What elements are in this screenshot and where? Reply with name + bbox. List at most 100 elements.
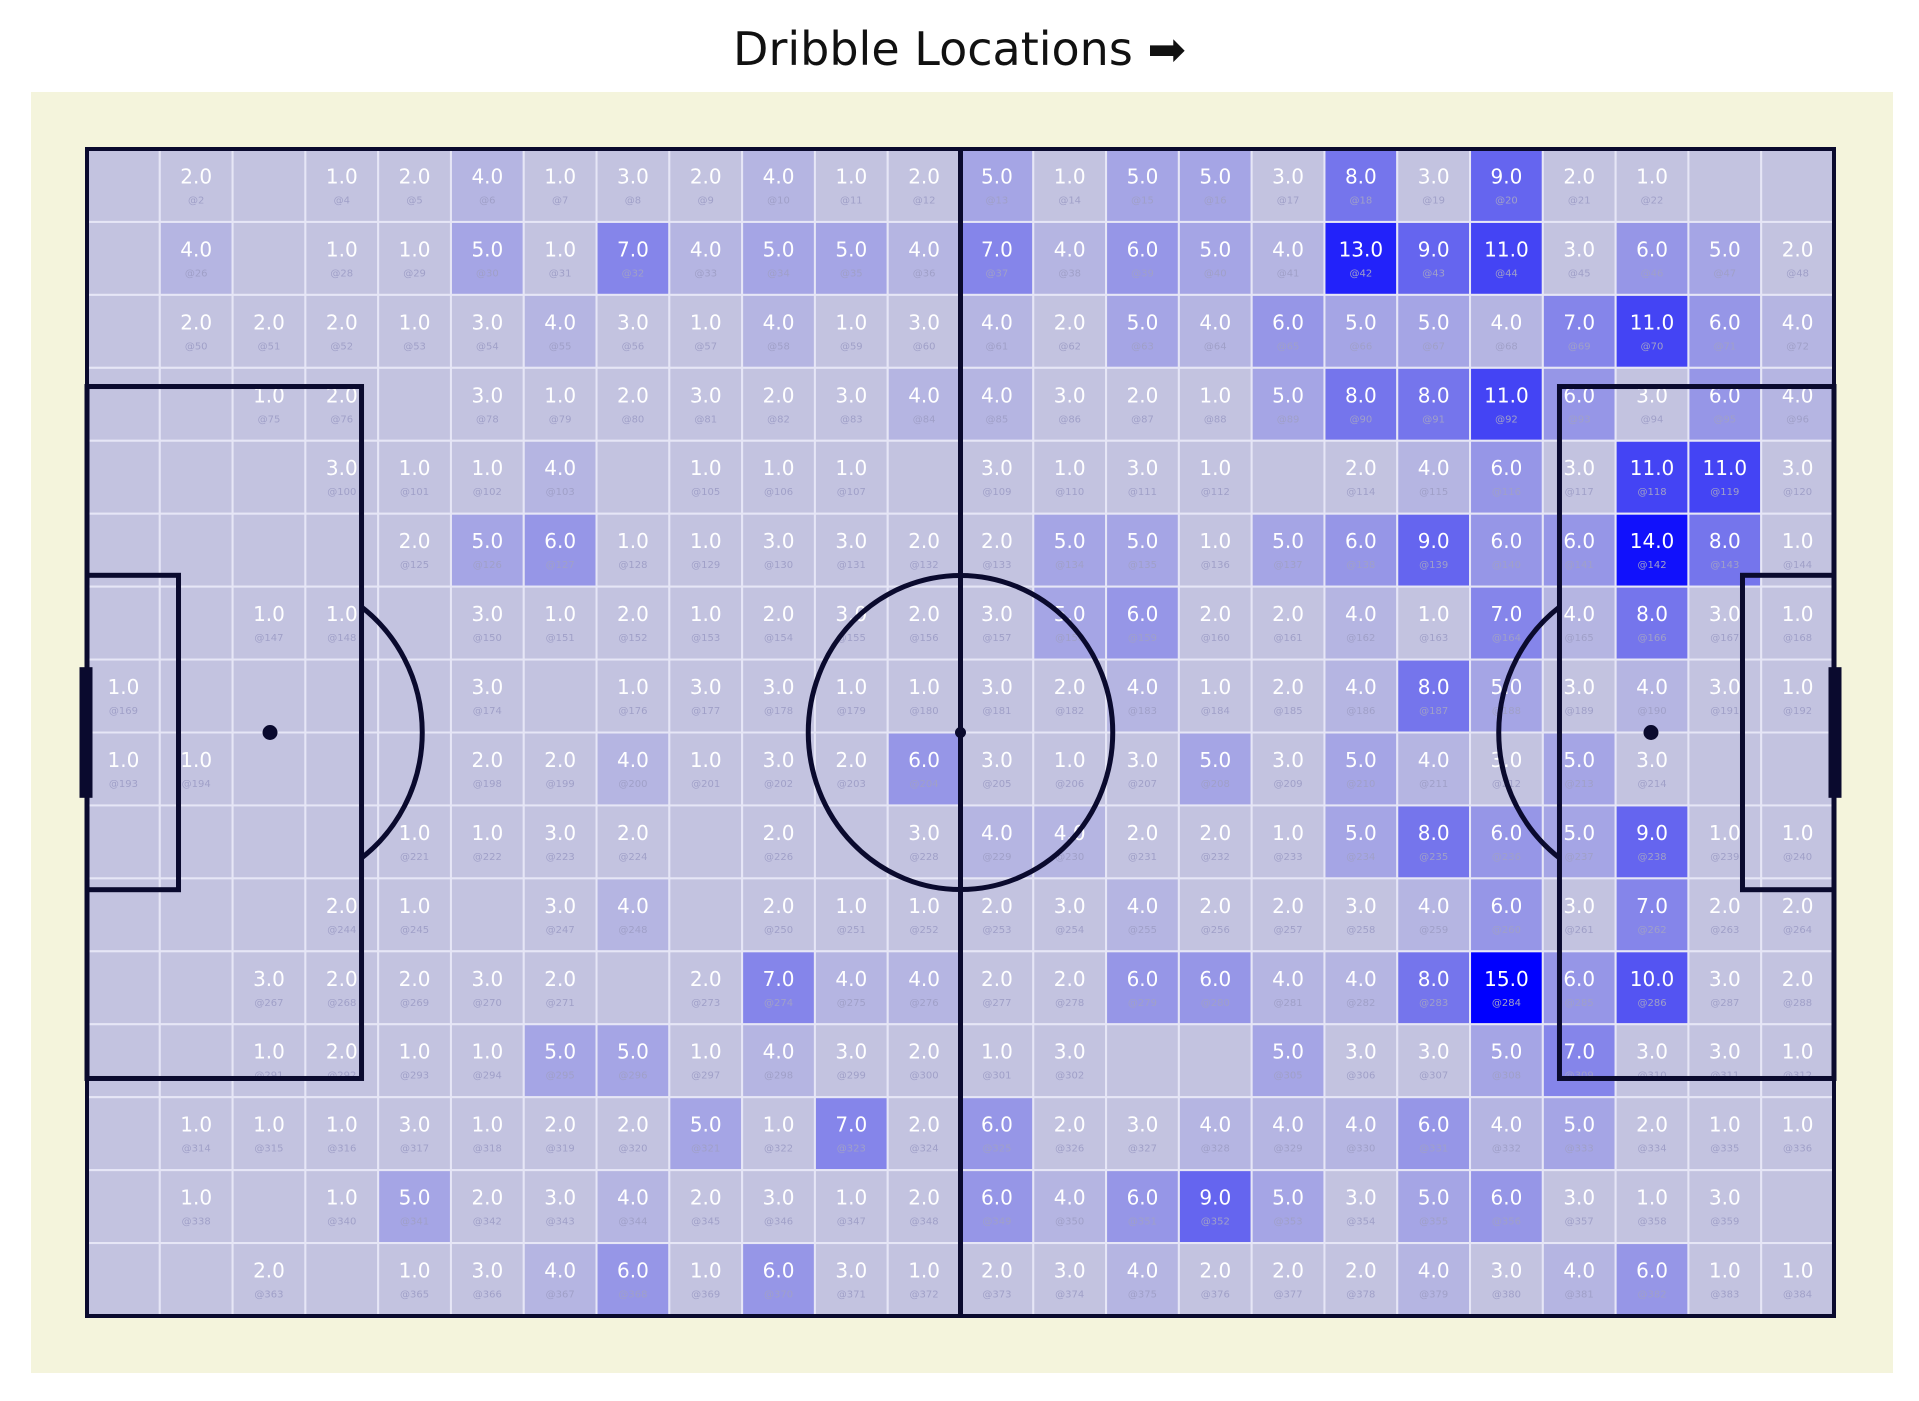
cell-value-label: 5.0 [1199, 164, 1231, 188]
cell-index-label: @95 [1713, 414, 1736, 425]
heatmap-cell [1105, 293, 1180, 369]
heatmap-cell [813, 950, 889, 1026]
heatmap-cell [1614, 512, 1690, 588]
cell-value-label: 6.0 [1127, 602, 1159, 626]
cell-value-label: 1.0 [326, 1186, 358, 1210]
cell-index-label: @103 [546, 487, 575, 498]
heatmap-cell [1032, 439, 1108, 515]
centre-circle [805, 572, 1116, 893]
cell-value-label: 4.0 [1345, 602, 1377, 626]
cell-index-label: @136 [1201, 560, 1230, 571]
cell-index-label: @94 [1641, 414, 1664, 425]
heatmap-cell [522, 293, 598, 369]
cell-value-label: 3.0 [471, 967, 503, 991]
cell-index-label: @356 [1492, 1217, 1521, 1228]
cell-index-label: @358 [1637, 1217, 1666, 1228]
cell-index-label: @119 [1710, 487, 1739, 498]
heatmap-cell [1760, 1169, 1836, 1245]
cell-value-label: 3.0 [1127, 748, 1159, 772]
cell-index-label: @185 [1274, 706, 1303, 717]
cell-index-label: @314 [182, 1144, 211, 1155]
cell-value-label: 3.0 [1345, 1040, 1377, 1064]
cell-value-label: 3.0 [544, 894, 576, 918]
cell-index-label: @4 [334, 195, 350, 206]
cell-index-label: @383 [1710, 1290, 1739, 1301]
heatmap-cell [668, 877, 744, 953]
cell-index-label: @283 [1419, 998, 1448, 1009]
cell-index-label: @167 [1710, 633, 1739, 644]
cell-index-label: @70 [1641, 341, 1664, 352]
cell-value-label: 2.0 [1345, 456, 1377, 480]
cell-index-label: @351 [1128, 1217, 1157, 1228]
heatmap-cell [1032, 293, 1108, 369]
cell-index-label: @181 [982, 706, 1011, 717]
cell-value-label: 1.0 [180, 1113, 212, 1137]
cell-index-label: @199 [546, 779, 575, 790]
heatmap-cell [1541, 366, 1617, 442]
heatmap-cell [304, 1023, 380, 1099]
heatmap-cell [959, 293, 1035, 369]
cell-value-label: 2.0 [1054, 310, 1086, 334]
heatmap-cell [741, 220, 816, 296]
cell-value-label: 1.0 [835, 310, 867, 334]
cell-value-label: 1.0 [544, 164, 576, 188]
heatmap-cell [959, 1096, 1035, 1172]
cell-index-label: @318 [473, 1144, 502, 1155]
cell-index-label: @64 [1204, 341, 1227, 352]
heatmap-cell [1541, 293, 1617, 369]
heatmap-cell [741, 658, 816, 734]
cell-value-label: 5.0 [763, 237, 795, 261]
cell-index-label: @75 [258, 414, 281, 425]
cell-index-label: @382 [1637, 1290, 1666, 1301]
cell-value-label: 2.0 [1782, 237, 1814, 261]
cell-index-label: @381 [1565, 1290, 1594, 1301]
cell-value-label: 2.0 [1199, 894, 1231, 918]
heatmap-cell [231, 1023, 307, 1099]
heatmap-cell [449, 731, 525, 807]
heatmap-cell [1614, 439, 1690, 515]
cell-value-label: 2.0 [326, 310, 358, 334]
cell-value-label: 4.0 [1418, 1259, 1450, 1283]
cell-index-label: @347 [837, 1217, 866, 1228]
cell-index-label: @38 [1058, 268, 1081, 279]
cell-value-label: 3.0 [1491, 1259, 1523, 1283]
cell-value-label: 5.0 [1272, 1186, 1304, 1210]
cell-index-label: @88 [1204, 414, 1227, 425]
cell-index-label: @133 [982, 560, 1011, 571]
cell-value-label: 1.0 [326, 1113, 358, 1137]
heatmap-cell [1323, 950, 1399, 1026]
heatmap-cell [1250, 293, 1326, 369]
cell-index-label: @259 [1419, 925, 1448, 936]
heatmap-cell [1250, 220, 1326, 296]
cell-index-label: @194 [182, 779, 211, 790]
cell-index-label: @118 [1637, 487, 1666, 498]
left-goal [79, 667, 93, 798]
cell-index-label: @305 [1274, 1071, 1303, 1082]
cell-index-label: @134 [1055, 560, 1084, 571]
heatmap-cell [959, 439, 1035, 515]
left-penalty-arc [359, 605, 425, 860]
heatmap-cell [1396, 585, 1472, 661]
heatmap-cell [449, 804, 525, 880]
cell-index-label: @367 [546, 1290, 575, 1301]
cell-value-label: 1.0 [1782, 1113, 1814, 1137]
cell-value-label: 5.0 [1418, 1186, 1450, 1210]
cell-index-label: @264 [1783, 925, 1812, 936]
heatmap-cell [1250, 950, 1326, 1026]
heatmap-cell [1614, 950, 1690, 1026]
heatmap-cell [1032, 731, 1108, 807]
cell-value-label: 3.0 [981, 748, 1013, 772]
cell-index-label: @50 [185, 341, 208, 352]
cell-value-label: 9.0 [1491, 164, 1523, 188]
heatmap-cell [1396, 1242, 1472, 1317]
heatmap-cell [377, 585, 452, 661]
heatmap-cell [595, 804, 671, 880]
cell-value-label: 1.0 [617, 675, 649, 699]
heatmap-cell [1396, 804, 1472, 880]
cell-index-label: @168 [1783, 633, 1812, 644]
cell-value-label: 4.0 [1345, 1113, 1377, 1137]
cell-index-label: @46 [1641, 268, 1664, 279]
cell-index-label: @368 [618, 1290, 647, 1301]
cell-index-label: @239 [1710, 852, 1739, 863]
cell-index-label: @68 [1495, 341, 1518, 352]
